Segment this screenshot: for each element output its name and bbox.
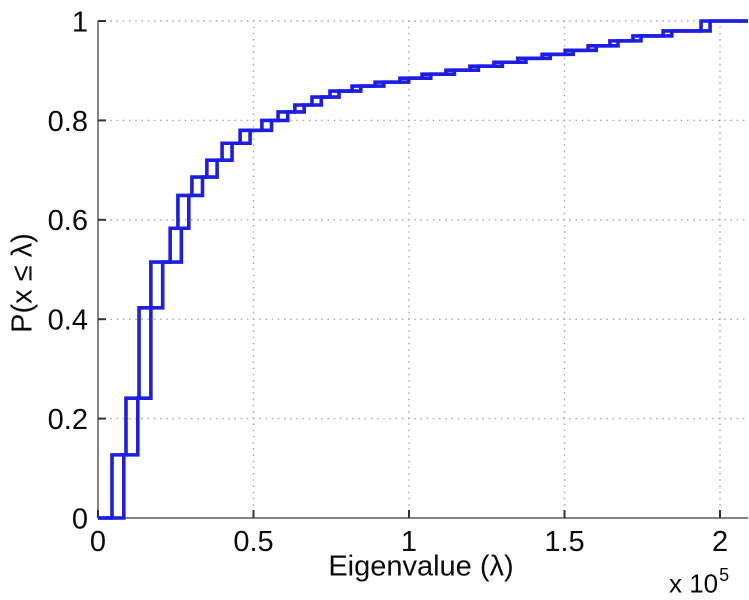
x-tick-label: 0.5 — [233, 526, 273, 558]
ecdf-curve-1 — [98, 19, 748, 520]
x-axis-label: Eigenvalue (λ) — [328, 550, 514, 583]
y-tick-label: 0.8 — [48, 106, 88, 138]
y-tick-label: 0.6 — [48, 205, 88, 237]
y-tick-label: 0.4 — [48, 305, 88, 337]
axis-exponent-label: x 105 — [669, 565, 730, 600]
axis-exponent-power: 5 — [719, 565, 730, 585]
x-tick-label: 1 — [401, 526, 417, 558]
axis-exponent-base: x 10 — [669, 568, 719, 599]
x-tick-label: 2 — [712, 526, 728, 558]
y-axis-label: P(x ≤ λ) — [6, 233, 39, 333]
x-tick-label: 0 — [90, 526, 106, 558]
x-tick-label: 1.5 — [544, 526, 584, 558]
ecdf-curve-2 — [98, 19, 748, 520]
y-tick-label: 0.2 — [48, 404, 88, 436]
y-tick-label: 1 — [72, 6, 88, 38]
y-tick-label: 0 — [72, 503, 88, 535]
